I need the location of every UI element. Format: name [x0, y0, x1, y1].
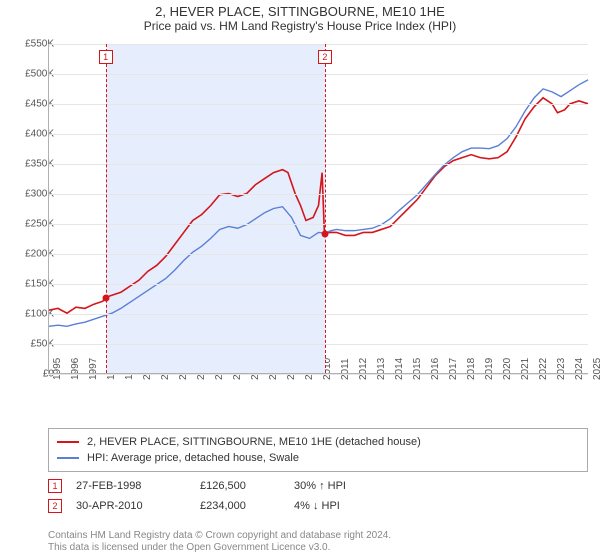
- footer-line: This data is licensed under the Open Gov…: [48, 542, 391, 554]
- event-marker-box: 1: [99, 50, 113, 64]
- chart-plot-area: 12: [48, 44, 588, 374]
- sale-row: 2 30-APR-2010 £234,000 4% ↓ HPI: [48, 496, 346, 516]
- sales-table: 1 27-FEB-1998 £126,500 30% ↑ HPI 2 30-APR-201…: [48, 476, 346, 516]
- gridline: [49, 344, 588, 345]
- sale-id-box: 2: [48, 499, 62, 513]
- gridline: [49, 254, 588, 255]
- gridline: [49, 44, 588, 45]
- chart-subtitle: Price paid vs. HM Land Registry's House …: [0, 19, 600, 39]
- gridline: [49, 164, 588, 165]
- chart-svg: [49, 44, 588, 373]
- sale-price: £126,500: [200, 480, 280, 492]
- series-price_paid: [49, 98, 588, 313]
- sale-row: 1 27-FEB-1998 £126,500 30% ↑ HPI: [48, 476, 346, 496]
- gridline: [49, 104, 588, 105]
- event-vline: [106, 44, 107, 373]
- legend-item: 2, HEVER PLACE, SITTINGBOURNE, ME10 1HE …: [57, 434, 579, 450]
- footer-line: Contains HM Land Registry data © Crown c…: [48, 530, 391, 542]
- legend-label: 2, HEVER PLACE, SITTINGBOURNE, ME10 1HE …: [87, 434, 421, 450]
- gridline: [49, 74, 588, 75]
- footer-attribution: Contains HM Land Registry data © Crown c…: [48, 530, 391, 554]
- chart-title: 2, HEVER PLACE, SITTINGBOURNE, ME10 1HE: [0, 0, 600, 19]
- legend-item: HPI: Average price, detached house, Swal…: [57, 450, 579, 466]
- legend-label: HPI: Average price, detached house, Swal…: [87, 450, 299, 466]
- sale-price: £234,000: [200, 500, 280, 512]
- sale-id-box: 1: [48, 479, 62, 493]
- legend: 2, HEVER PLACE, SITTINGBOURNE, ME10 1HE …: [48, 428, 588, 472]
- gridline: [49, 194, 588, 195]
- gridline: [49, 224, 588, 225]
- legend-swatch: [57, 441, 79, 443]
- sale-delta: 4% ↓ HPI: [294, 500, 340, 512]
- legend-swatch: [57, 457, 79, 459]
- gridline: [49, 284, 588, 285]
- gridline: [49, 374, 588, 375]
- sale-marker-dot: [321, 230, 328, 237]
- sale-marker-dot: [102, 295, 109, 302]
- sale-delta: 30% ↑ HPI: [294, 480, 346, 492]
- event-vline: [325, 44, 326, 373]
- x-tick-label: 2025: [592, 358, 600, 380]
- sale-date: 30-APR-2010: [76, 500, 186, 512]
- gridline: [49, 314, 588, 315]
- event-marker-box: 2: [318, 50, 332, 64]
- gridline: [49, 134, 588, 135]
- sale-date: 27-FEB-1998: [76, 480, 186, 492]
